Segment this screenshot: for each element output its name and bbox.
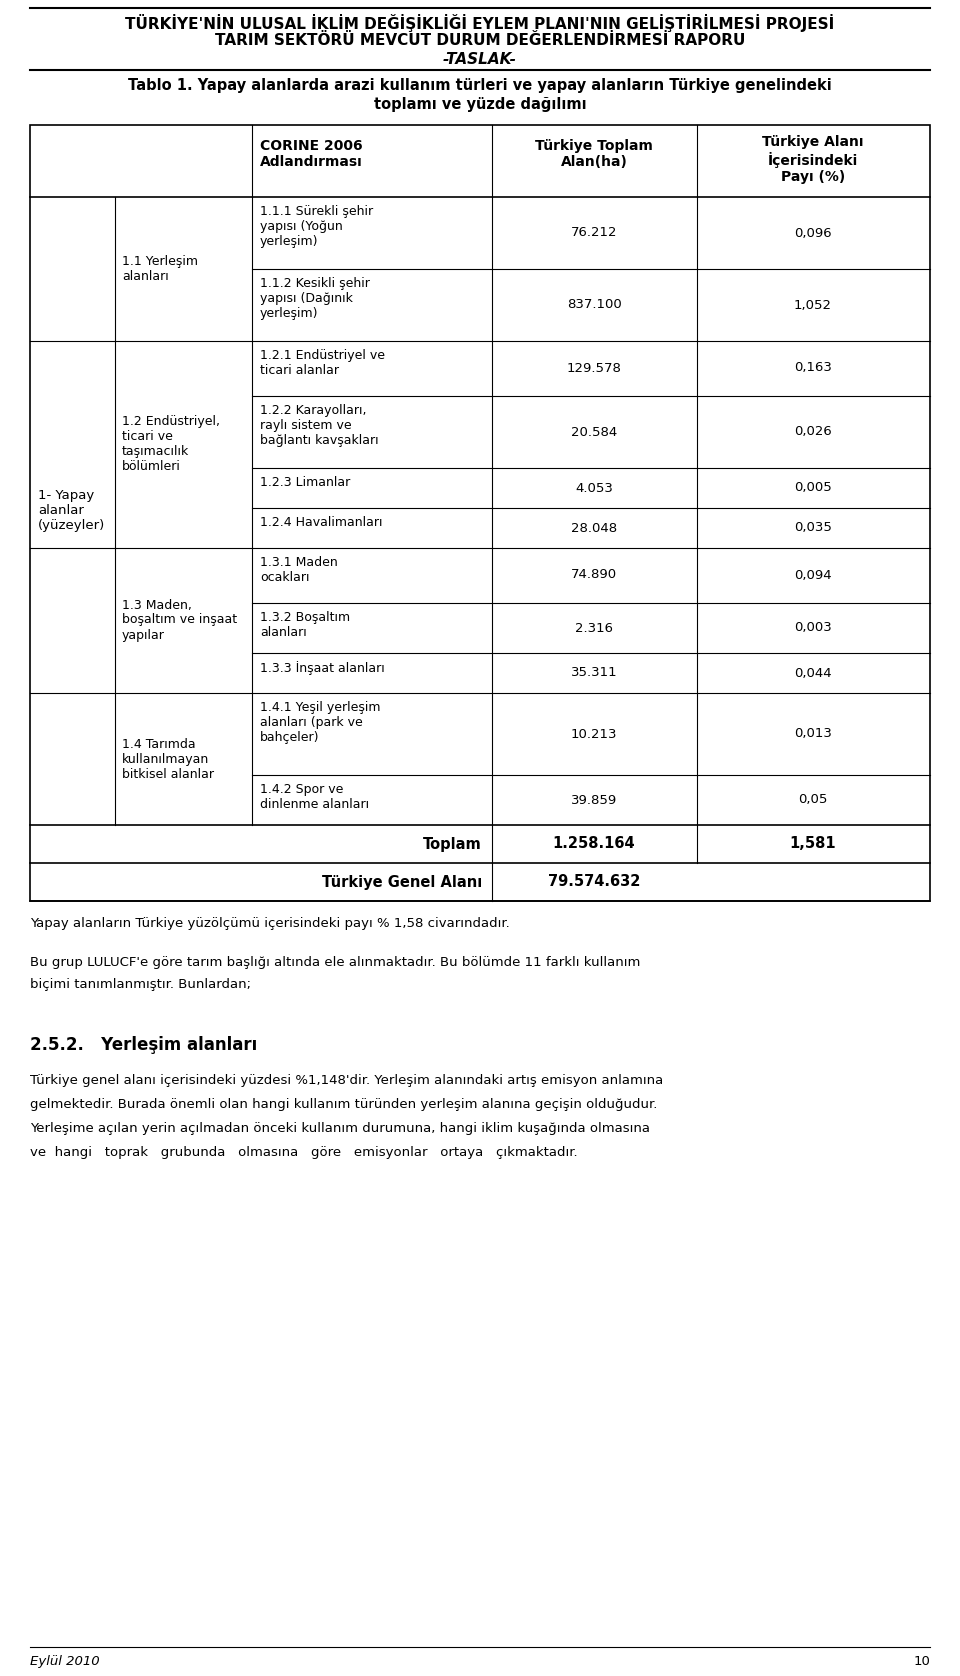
Text: 129.578: 129.578 [566,362,621,374]
Text: 1.3 Maden,
boşaltım ve inşaat
yapılar: 1.3 Maden, boşaltım ve inşaat yapılar [122,598,237,642]
Text: 10: 10 [913,1654,930,1668]
Text: 79.574.632: 79.574.632 [548,875,640,890]
Text: TÜRKİYE'NİN ULUSAL İKLİM DEĞİŞİKLİĞİ EYLEM PLANI'NIN GELİŞTİRİLMESİ PROJESİ: TÜRKİYE'NİN ULUSAL İKLİM DEĞİŞİKLİĞİ EYL… [126,13,834,32]
Text: 1.4.2 Spor ve
dinlenme alanları: 1.4.2 Spor ve dinlenme alanları [260,783,370,811]
Text: 76.212: 76.212 [571,226,617,240]
Text: 20.584: 20.584 [571,426,617,439]
Text: Türkiye genel alanı içerisindeki yüzdesi %1,148'dir. Yerleşim alanındaki artış e: Türkiye genel alanı içerisindeki yüzdesi… [30,1074,663,1088]
Text: 0,094: 0,094 [794,568,831,582]
Text: Eylül 2010: Eylül 2010 [30,1654,100,1668]
Text: -TASLAK-: -TASLAK- [443,52,517,67]
Text: 0,013: 0,013 [794,727,832,741]
Text: Bu grup LULUCF'e göre tarım başlığı altında ele alınmaktadır. Bu bölümde 11 fark: Bu grup LULUCF'e göre tarım başlığı altı… [30,955,640,969]
Text: 0,035: 0,035 [794,521,832,535]
Text: 1.3.3 İnşaat alanları: 1.3.3 İnşaat alanları [260,660,385,675]
Bar [30,126,930,902]
Text: Türkiye Alanı
İçerisindeki
Payı (%): Türkiye Alanı İçerisindeki Payı (%) [762,136,864,184]
Text: biçimi tanımlanmıştır. Bunlardan;: biçimi tanımlanmıştır. Bunlardan; [30,979,251,991]
Text: 0,044: 0,044 [794,667,831,679]
Text: 1.2.2 Karayolları,
raylı sistem ve
bağlantı kavşakları: 1.2.2 Karayolları, raylı sistem ve bağla… [260,404,378,447]
Text: toplamı ve yüzde dağılımı: toplamı ve yüzde dağılımı [373,97,587,112]
Text: 1,581: 1,581 [790,836,836,851]
Text: 837.100: 837.100 [566,298,621,312]
Text: CORINE 2006
Adlandırması: CORINE 2006 Adlandırması [260,139,363,169]
Text: 1.258.164: 1.258.164 [553,836,636,851]
Text: 28.048: 28.048 [571,521,617,535]
Text: ve  hangi   toprak   grubunda   olmasına   göre   emisyonlar   ortaya   çıkmakta: ve hangi toprak grubunda olmasına göre e… [30,1146,578,1160]
Text: Tablo 1. Yapay alanlarda arazi kullanım türleri ve yapay alanların Türkiye genel: Tablo 1. Yapay alanlarda arazi kullanım … [128,79,832,92]
Text: 0,163: 0,163 [794,362,832,374]
Text: 35.311: 35.311 [570,667,617,679]
Text: 2.5.2.   Yerleşim alanları: 2.5.2. Yerleşim alanları [30,1036,257,1054]
Text: Yerleşime açılan yerin açılmadan önceki kullanım durumuna, hangi iklim kuşağında: Yerleşime açılan yerin açılmadan önceki … [30,1121,650,1135]
Text: 1.1 Yerleşim
alanları: 1.1 Yerleşim alanları [122,255,198,283]
Text: 1.3.1 Maden
ocakları: 1.3.1 Maden ocakları [260,556,338,583]
Text: 2.316: 2.316 [575,622,613,635]
Text: 1.1.2 Kesikli şehir
yapısı (Dağınık
yerleşim): 1.1.2 Kesikli şehir yapısı (Dağınık yerl… [260,277,370,320]
Text: 4.053: 4.053 [575,481,612,494]
Text: 1- Yapay
alanlar
(yüzeyler): 1- Yapay alanlar (yüzeyler) [38,489,106,533]
Text: 10.213: 10.213 [571,727,617,741]
Text: 1.3.2 Boşaltım
alanları: 1.3.2 Boşaltım alanları [260,612,350,639]
Text: 1.2.4 Havalimanları: 1.2.4 Havalimanları [260,516,382,530]
Text: Türkiye Genel Alanı: Türkiye Genel Alanı [322,875,482,890]
Text: 74.890: 74.890 [571,568,617,582]
Text: 39.859: 39.859 [571,793,617,806]
Text: 1.4.1 Yeşil yerleşim
alanları (park ve
bahçeler): 1.4.1 Yeşil yerleşim alanları (park ve b… [260,701,380,744]
Text: Yapay alanların Türkiye yüzölçümü içerisindeki payı % 1,58 civarındadır.: Yapay alanların Türkiye yüzölçümü içeris… [30,917,510,930]
Text: 0,05: 0,05 [799,793,828,806]
Text: Türkiye Toplam
Alan(ha): Türkiye Toplam Alan(ha) [535,139,653,169]
Text: 1,052: 1,052 [794,298,832,312]
Text: gelmektedir. Burada önemli olan hangi kullanım türünden yerleşim alanına geçişin: gelmektedir. Burada önemli olan hangi ku… [30,1098,658,1111]
Text: 1.1.1 Sürekli şehir
yapısı (Yoğun
yerleşim): 1.1.1 Sürekli şehir yapısı (Yoğun yerleş… [260,204,373,248]
Text: 0,096: 0,096 [794,226,831,240]
Text: 1.2.1 Endüstriyel ve
ticari alanlar: 1.2.1 Endüstriyel ve ticari alanlar [260,349,385,377]
Text: 1.4 Tarımda
kullanılmayan
bitkisel alanlar: 1.4 Tarımda kullanılmayan bitkisel alanl… [122,737,214,781]
Text: TARIM SEKTÖRÜ MEVCUT DURUM DEĞERLENDİRMESİ RAPORU: TARIM SEKTÖRÜ MEVCUT DURUM DEĞERLENDİRME… [215,34,745,49]
Text: 1.2 Endüstriyel,
ticari ve
taşımacılık
bölümleri: 1.2 Endüstriyel, ticari ve taşımacılık b… [122,416,220,473]
Text: Toplam: Toplam [423,836,482,851]
Text: 0,026: 0,026 [794,426,832,439]
Text: 0,003: 0,003 [794,622,832,635]
Text: 0,005: 0,005 [794,481,832,494]
Text: 1.2.3 Limanlar: 1.2.3 Limanlar [260,476,350,489]
